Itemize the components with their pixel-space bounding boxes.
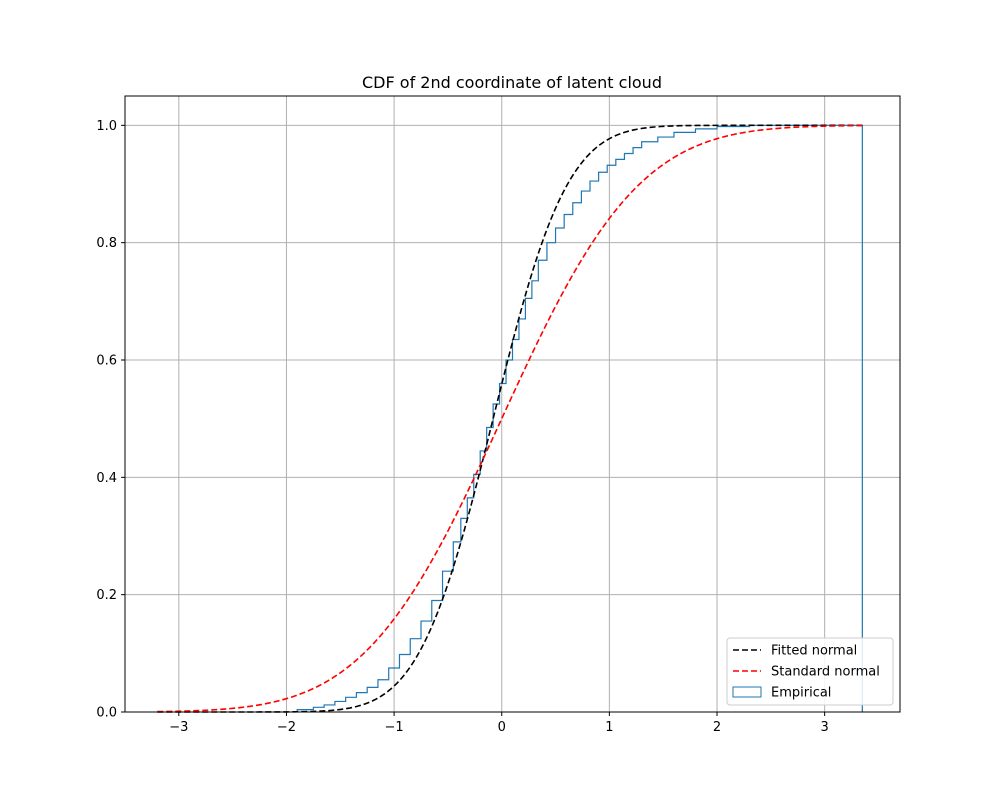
y-tick-label: 1.0: [96, 119, 117, 134]
x-tick-label: −2: [277, 720, 296, 735]
plot-frame: [124, 95, 901, 713]
legend-swatch-empirical: [732, 686, 762, 698]
series-empirical-step: [296, 124, 863, 712]
y-tick-label: 0.4: [96, 471, 117, 486]
x-tick-label: −1: [385, 720, 404, 735]
y-tick-label: 0.6: [96, 354, 117, 369]
series-standard-normal-line: [157, 124, 863, 713]
y-tick-label: 0.8: [96, 236, 117, 251]
x-tick-label: 0: [498, 720, 506, 735]
legend-label-empirical: Empirical: [771, 686, 831, 701]
x-tick-label: −3: [169, 720, 188, 735]
chart-title: CDF of 2nd coordinate of latent cloud: [362, 73, 662, 92]
plot-area: [125, 96, 900, 712]
legend-label-standard-normal: Standard normal: [771, 665, 880, 680]
x-tick-label: 3: [821, 720, 829, 735]
x-tick-label: 1: [605, 720, 613, 735]
legend: Fitted normal Standard normal Empirical: [726, 637, 894, 706]
y-tick-label: 0.2: [96, 588, 117, 603]
x-tick-label: 2: [713, 720, 721, 735]
legend-label-fitted-normal: Fitted normal: [771, 644, 857, 659]
y-tick-label: 0.0: [96, 706, 117, 721]
legend-box: [726, 637, 894, 706]
ticks: −3 −2 −1 0 1 2 3 0.0 0.2 0.4 0.6 0.8 1.0: [96, 119, 828, 735]
